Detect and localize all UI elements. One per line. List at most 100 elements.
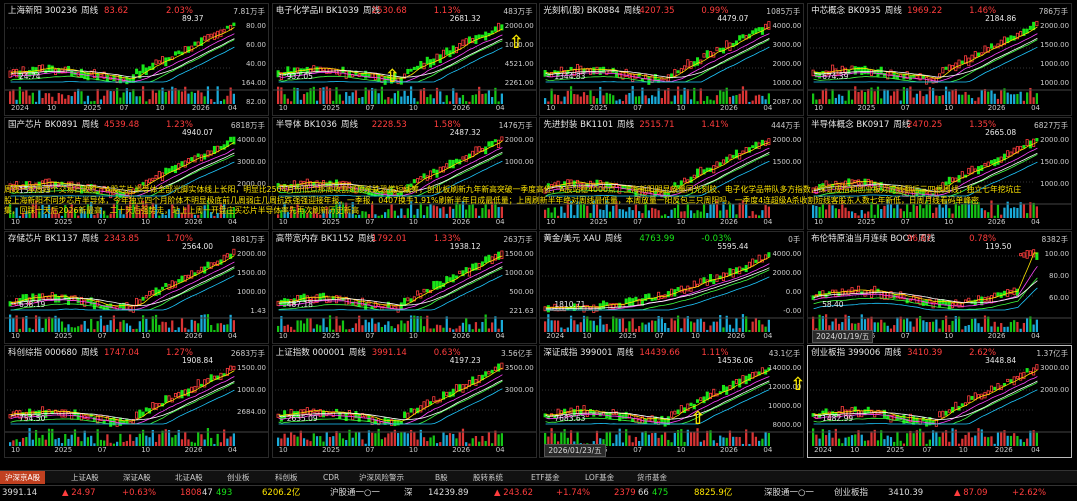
candlestick-chart[interactable] [540, 232, 804, 344]
chart-panel[interactable]: 创业板指 399006 周线 3410.39 2.62% 1.37亿手 3000.00 20… [807, 345, 1073, 458]
candle [183, 389, 187, 396]
volume-bar [200, 434, 203, 446]
candlestick-chart[interactable] [272, 4, 537, 116]
high-marker: 2564.00 [182, 242, 214, 251]
candlestick-chart[interactable] [540, 118, 804, 230]
candlestick-chart[interactable] [808, 4, 1072, 116]
candlestick-chart[interactable] [5, 346, 269, 458]
candlestick-chart[interactable] [540, 4, 804, 116]
candle [11, 183, 15, 192]
candlestick-chart[interactable] [5, 232, 269, 344]
tab-money[interactable]: 货币基金 [637, 473, 667, 482]
candle [618, 185, 622, 194]
volume-bar [197, 214, 200, 218]
volume-bar [493, 87, 497, 104]
candle [944, 181, 948, 186]
candlestick-chart[interactable] [5, 4, 269, 116]
candle [216, 260, 220, 266]
candle [676, 184, 680, 189]
volume-bar [409, 429, 412, 446]
volume-bar [383, 212, 386, 218]
chart-header: 半导体 BK1036 周线 2228.53 1.58% [276, 119, 533, 131]
volume-bar [1009, 435, 1013, 446]
tab-sh-a[interactable]: 上证A股 [71, 473, 99, 482]
volume-bar [567, 201, 570, 218]
chart-panel[interactable]: 国产芯片 BK0891 周线 4539.48 1.23% 6818万手 4000.00 30… [4, 117, 269, 230]
volume-bar [383, 99, 386, 104]
tab-cdr[interactable]: CDR [323, 473, 340, 482]
volume-bar [357, 97, 361, 104]
candlestick-chart[interactable] [272, 118, 537, 230]
chart-panel[interactable]: 半导体概念 BK0917 周线 2470.25 1.35% 6827万手 2000.00 1… [807, 117, 1073, 230]
chart-panel[interactable]: 半导体 BK1036 周线 2228.53 1.58% 1476万手 2000.00 100… [271, 117, 537, 230]
volume-bar [490, 97, 493, 104]
chart-panel[interactable]: 先进封装 BK1101 周线 2515.71 1.41% 444万手 2000.00 150… [539, 117, 805, 230]
candle [380, 75, 384, 83]
chart-panel[interactable]: 上证指数 000001 周线 3991.14 0.63% 3.56亿手 3500.00 30… [271, 345, 537, 458]
chart-panel[interactable]: 高带宽内存 BK1152 周线 1792.01 1.33% 263万手 1500.00 10… [271, 231, 537, 344]
volume-bar [902, 211, 906, 218]
candlestick-chart[interactable] [272, 346, 537, 458]
candle [157, 403, 161, 407]
chart-panel[interactable]: 中芯概念 BK0935 周线 1969.22 1.46% 786万手 2000.00 150… [807, 3, 1073, 116]
chart-panel[interactable]: 存储芯片 BK1137 周线 2343.85 1.70% 1881万手 2000.00 15… [4, 231, 269, 344]
volume-bar [325, 86, 328, 104]
chart-panel[interactable]: 布伦特原油当月连续 BOOY 周线 96.67 0.78% 8382手 100.00 80.… [807, 231, 1073, 344]
tab-cyb[interactable]: 创业板 [227, 473, 250, 482]
candle [612, 303, 616, 309]
candle [157, 60, 161, 64]
volume-bar [151, 316, 154, 332]
volume-bar [674, 432, 677, 446]
candlestick-chart[interactable] [808, 232, 1072, 344]
volume-bar [974, 318, 977, 332]
volume-bar [435, 324, 438, 332]
volume-bar [193, 442, 197, 446]
volume-bar [370, 202, 373, 218]
chart-panel[interactable]: 电子化学品II BK1039 周线 2530.68 1.13% 483万手 2000.00… [271, 3, 537, 116]
tab-etf[interactable]: ETF基金 [531, 473, 560, 482]
chart-code: BOOY [890, 234, 915, 244]
chart-panel[interactable]: 深证成指 399001 周线 14439.66 1.11% 43.1亿手 14000.00… [539, 345, 805, 458]
candlestick-chart[interactable] [272, 232, 537, 344]
volume-bar [651, 207, 654, 218]
volume-bar [380, 86, 383, 104]
sz-connect[interactable]: 深股通一○一 [764, 488, 814, 498]
candle [286, 66, 290, 75]
candlestick-chart[interactable] [808, 346, 1072, 458]
candle [847, 289, 851, 296]
sh-connect[interactable]: 沪股通一○一 [330, 488, 380, 498]
tab-lof[interactable]: LOF基金 [585, 473, 615, 482]
candle [209, 150, 213, 156]
volume-bar [70, 434, 73, 446]
tab-sz-a[interactable]: 深证A股 [123, 473, 151, 482]
volume-bar [831, 321, 834, 332]
chart-code: BK1152 [320, 234, 354, 244]
volume-bar [560, 101, 563, 104]
volume-bar [680, 328, 683, 332]
tab-kcb[interactable]: 科创板 [275, 473, 298, 482]
chart-panel[interactable]: 光刻机(股) BK0884 周线 4207.35 0.99% 1085万手 4000.00… [539, 3, 805, 116]
volume-bar [309, 211, 312, 218]
candlestick-chart[interactable] [540, 346, 804, 458]
tab-neeq[interactable]: 股转系统 [473, 473, 503, 482]
high-marker: 14536.06 [717, 356, 754, 365]
volume-bar [928, 322, 932, 332]
candle [444, 163, 448, 168]
chart-panel[interactable]: 上海新阳 300236 周线 83.62 2.03% 7.81万手 80.00 60.00 4… [4, 3, 269, 116]
tab-risk[interactable]: 沪深风险警示 [359, 473, 404, 482]
chart-header: 上证指数 000001 周线 3991.14 0.63% [276, 347, 533, 359]
volume-bar [213, 215, 216, 218]
chart-panel[interactable]: 黄金/美元 XAU 周线 4763.99 -0.03% 0手 4000.00 2000.00… [539, 231, 805, 344]
chart-panel[interactable]: 科创综指 000680 周线 1747.04 1.27% 2683万手 1500.00 10… [4, 345, 269, 458]
chart-volume: 1476万手 [498, 121, 533, 130]
tab-hs-a[interactable]: 沪深京A股 [0, 471, 46, 484]
candlestick-chart[interactable] [808, 118, 1072, 230]
low-marker: 1482.99 [822, 414, 854, 423]
candlestick-chart[interactable] [5, 118, 269, 230]
candle [347, 298, 351, 305]
volume-bar [487, 209, 490, 218]
candle [751, 30, 755, 35]
volume-bar [729, 430, 732, 446]
tab-b[interactable]: B股 [435, 473, 448, 482]
tab-bj-a[interactable]: 北证A股 [175, 473, 203, 482]
